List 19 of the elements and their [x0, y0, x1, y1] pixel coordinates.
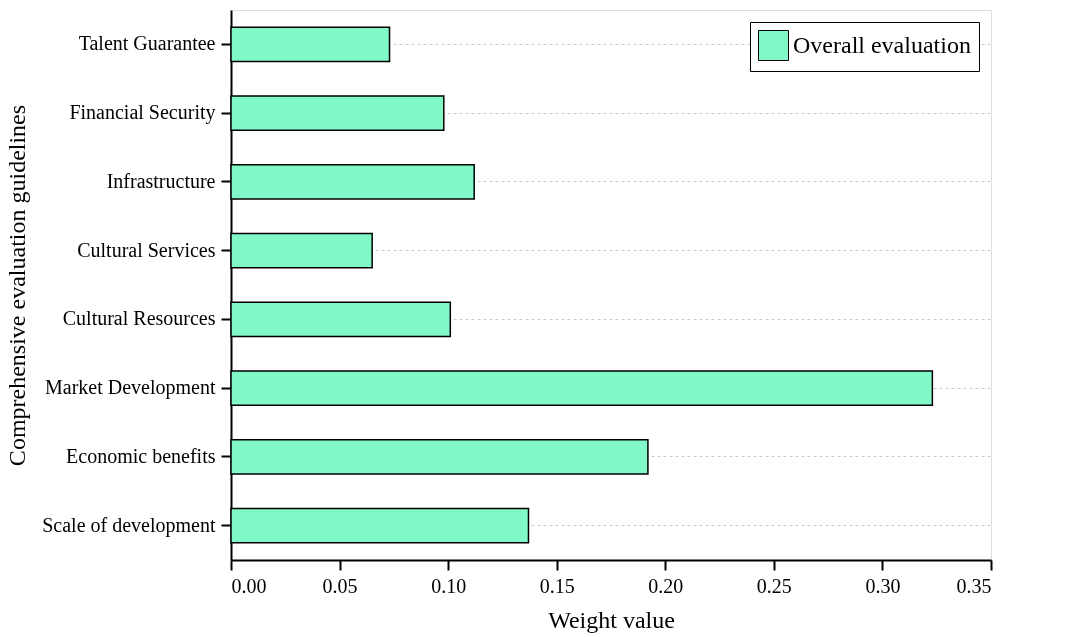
- x-tick-label: 0.00: [231, 574, 267, 597]
- x-tick-label: 0.35: [956, 574, 992, 597]
- y-tick-label: Cultural Services: [77, 238, 216, 261]
- x-tick-label: 0.20: [648, 574, 684, 597]
- x-tick-label: 0.15: [539, 574, 575, 597]
- legend-label: Overall evaluation: [793, 31, 971, 58]
- x-tick-label: 0.10: [431, 574, 467, 597]
- x-axis-title: Weight value: [548, 606, 675, 633]
- y-tick-label: Scale of development: [42, 513, 216, 537]
- y-tick-label: Cultural Resources: [62, 307, 216, 330]
- x-tick-label: 0.30: [865, 574, 901, 597]
- x-tick-label: 0.25: [756, 574, 792, 597]
- y-tick-label: Talent Guarantee: [78, 32, 216, 55]
- x-tick-label: 0.05: [322, 574, 358, 597]
- y-tick-label: Market Development: [45, 376, 216, 400]
- y-tick-label: Financial Security: [69, 101, 216, 125]
- y-axis-title: Comprehensive evaluation guidelines: [4, 104, 31, 467]
- y-tick-label: Infrastructure: [106, 169, 216, 192]
- y-tick-label: Economic benefits: [66, 444, 216, 467]
